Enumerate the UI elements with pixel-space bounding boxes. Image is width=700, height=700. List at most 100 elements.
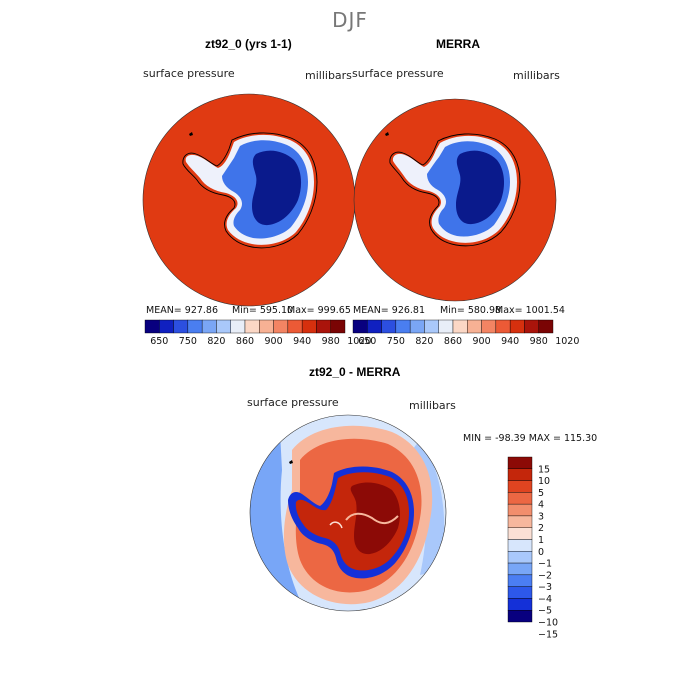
panel3-colorbar-tick-label: −1 — [538, 559, 552, 570]
panel2-colorbar-swatch — [367, 319, 382, 334]
panel1-colorbar-tick-label: 860 — [236, 336, 254, 347]
panel1-colorbar-swatch — [244, 319, 260, 334]
panel2-colorbar-tick-label: 650 — [358, 336, 376, 347]
panel2-colorbar-swatch — [395, 319, 411, 334]
panel3-colorbar-tick-label: −3 — [538, 582, 552, 593]
panel3-colorbar-swatch — [507, 456, 533, 469]
panel2-colorbar-tick-label: 1020 — [555, 336, 579, 347]
panel2-coastline — [389, 133, 521, 247]
panel1-colorbar-swatch — [144, 319, 160, 334]
panel2-min: Min= 580.98 — [440, 305, 502, 316]
panel3-colorbar-swatch — [507, 586, 533, 599]
panel1-variable-label: surface pressure — [143, 67, 235, 80]
panel1-min: Min= 595.10 — [232, 305, 294, 316]
panel1-colorbar-tick-label: 650 — [150, 336, 168, 347]
panel3-map — [249, 414, 447, 612]
panel1-colorbar-swatch — [216, 319, 231, 334]
panel1-mean: MEAN= 927.86 — [146, 305, 219, 316]
panel1-colorbar: 650 750 820 860 900 940 980 1020 — [144, 319, 371, 347]
panel3-colorbar-swatch — [507, 503, 533, 517]
panel1-colorbar-swatch — [259, 319, 274, 334]
panel2-colorbar-tick-label: 980 — [530, 336, 548, 347]
panel3-colorbar-tick-label: 5 — [538, 488, 544, 499]
panel3-colorbar-tick-label: 2 — [538, 523, 544, 534]
panel3-light-streak — [345, 512, 399, 524]
panel2-max: Max= 1001.54 — [495, 305, 565, 316]
panel2-colorbar-swatch — [481, 319, 497, 334]
panel3-units-label: millibars — [409, 399, 456, 412]
panel1-colorbar-tick-label: 940 — [293, 336, 311, 347]
panel1-colorbar-swatch — [330, 319, 346, 334]
panel3-colorbar-tick-label: −15 — [538, 629, 558, 640]
panel1-colorbar-swatch — [316, 319, 331, 334]
panel3-colorbar-swatch — [507, 480, 533, 493]
panel3-colorbar-swatch — [507, 468, 533, 481]
panel1-colorbar-swatch — [173, 319, 189, 334]
panel1-max: Max= 999.65 — [287, 305, 351, 316]
panel3-colorbar-swatch — [507, 527, 533, 540]
panel3-colorbar-swatch — [507, 551, 533, 564]
panel2-colorbar-swatch — [438, 319, 454, 334]
panel1-antarctica-core — [252, 150, 302, 226]
panel2-colorbar-tick-label: 940 — [501, 336, 519, 347]
panel2-colorbar-swatch — [352, 319, 368, 334]
panel1-colorbar-swatch — [273, 319, 289, 334]
panel2-variable-label: surface pressure — [352, 67, 444, 80]
panel1-colorbar-tick-label: 1020 — [347, 336, 371, 347]
panel1-colorbar-tick-label: 750 — [179, 336, 197, 347]
panel3-colorbar-tick-label: −2 — [538, 570, 552, 581]
panel2-colorbar-swatch — [524, 319, 539, 334]
panel2-colorbar-tick-label: 860 — [444, 336, 462, 347]
panel1-small-island — [189, 132, 193, 136]
panel3-colorbar-swatch — [507, 515, 533, 528]
panel3-colorbar-tick-label: 1 — [538, 535, 544, 546]
panel2-colorbar-tick-label: 750 — [387, 336, 405, 347]
panel2-antarctica-core — [456, 150, 505, 225]
panel1-units-label: millibars — [305, 69, 352, 82]
panel1-colorbar-swatch — [187, 319, 203, 334]
panel1-colorbar-swatch — [159, 319, 174, 334]
panel1-title: zt92_0 (yrs 1-1) — [205, 37, 292, 51]
panel3-variable-label: surface pressure — [247, 396, 339, 409]
panel1-colorbar-tick-label: 980 — [322, 336, 340, 347]
panel2-units-label: millibars — [513, 69, 560, 82]
panel1-colorbar-swatch — [287, 319, 303, 334]
panel2-mean: MEAN= 926.81 — [353, 305, 426, 316]
panel3-colorbar-tick-label: 3 — [538, 511, 544, 522]
panel3-small-island — [289, 460, 293, 464]
panel2-colorbar-swatch — [452, 319, 468, 334]
panel1-colorbar-tick-label: 820 — [207, 336, 225, 347]
panel2-colorbar: 650 750 820 860 900 940 980 1020 — [352, 319, 579, 347]
panel3-colorbar-swatch — [507, 598, 533, 611]
panel1-colorbar-swatch — [201, 319, 217, 334]
panel3-antarctica-dark — [350, 482, 400, 555]
panel3-light-streak-2 — [329, 521, 343, 529]
panel1-colorbar-tick-label: 900 — [265, 336, 283, 347]
panel2-colorbar-swatch — [538, 319, 554, 334]
panel3-left-blue-band — [250, 432, 300, 600]
panel3-colorbar-tick-label: 15 — [538, 464, 550, 475]
panel1-colorbar-swatch — [230, 319, 246, 334]
panel3-title: zt92_0 - MERRA — [309, 365, 401, 379]
panel2-colorbar-tick-label: 820 — [415, 336, 433, 347]
panel3-colorbar-tick-label: −4 — [538, 594, 552, 605]
panel2-map — [353, 98, 557, 302]
panel2-colorbar-swatch — [424, 319, 439, 334]
panel1-coastline — [182, 132, 318, 249]
panel2-colorbar-tick-label: 900 — [473, 336, 491, 347]
panel1-map — [142, 93, 356, 307]
panel3-colorbar-swatch — [507, 562, 533, 576]
panel2-title: MERRA — [436, 37, 480, 51]
season-title: DJF — [332, 8, 368, 32]
panel2-colorbar-swatch — [409, 319, 425, 334]
panel2-small-island — [385, 132, 389, 136]
panel3-colorbar-tick-label: 10 — [538, 476, 550, 487]
panel2-colorbar-swatch — [381, 319, 397, 334]
panel3-colorbar-swatch — [507, 492, 533, 505]
panel2-colorbar-swatch — [509, 319, 525, 334]
panel3-colorbar-tick-label: −10 — [538, 618, 558, 629]
panel3-colorbar-tick-label: 0 — [538, 547, 544, 558]
panel2-colorbar-swatch — [495, 319, 511, 334]
panel3-colorbar-swatch — [507, 610, 533, 623]
